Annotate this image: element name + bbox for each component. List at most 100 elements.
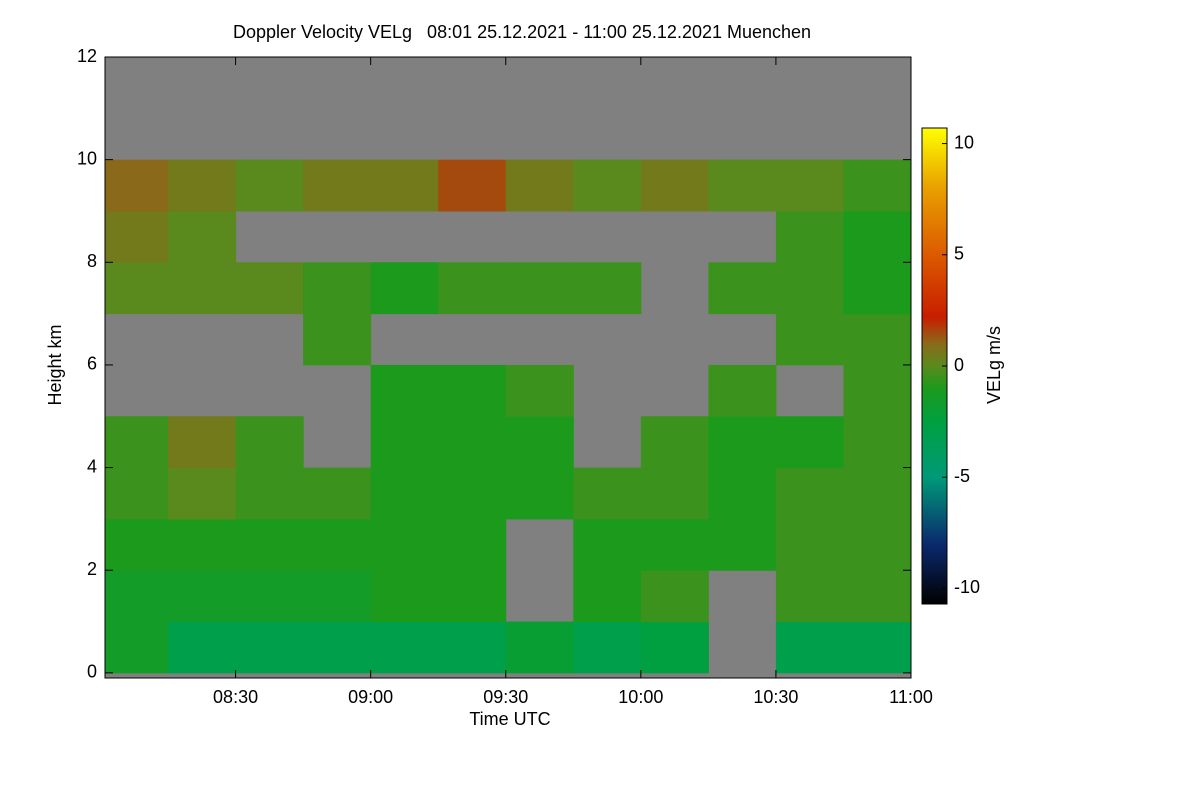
heatmap-cell (573, 518, 642, 571)
heatmap-cell (843, 518, 912, 571)
heatmap-cell (235, 570, 304, 623)
y-tick-label: 4 (87, 456, 97, 476)
heatmap-cell (708, 467, 777, 520)
heatmap-cell (708, 416, 777, 469)
heatmap-cell (640, 416, 709, 469)
heatmap-cell (370, 467, 439, 520)
heatmap-cell (303, 262, 372, 315)
heatmap-cell (303, 313, 372, 366)
heatmap-cell (105, 467, 169, 520)
heatmap-cell (370, 570, 439, 623)
heatmap-cell (105, 518, 169, 571)
colorbar-tick-label: 0 (954, 355, 964, 375)
heatmap-cell (438, 416, 507, 469)
y-tick-label: 8 (87, 251, 97, 271)
heatmap-cell (708, 262, 777, 315)
heatmap-cell (640, 518, 709, 571)
heatmap-cell (708, 518, 777, 571)
heatmap-cell (640, 570, 709, 623)
heatmap-cell (708, 159, 777, 212)
heatmap-cell (573, 467, 642, 520)
heatmap-cell (105, 262, 169, 315)
heatmap-cell (105, 159, 169, 212)
heatmap-cell (775, 210, 844, 263)
heatmap-cell (505, 159, 574, 212)
heatmap-cell (843, 313, 912, 366)
heatmap-cell (105, 210, 169, 263)
heatmap-cell (235, 262, 304, 315)
x-tick-label: 11:00 (889, 687, 933, 707)
x-axis-label: Time UTC (469, 709, 550, 729)
heatmap-cell (843, 364, 912, 417)
heatmap-cell (505, 262, 574, 315)
chart-title: Doppler Velocity VELg 08:01 25.12.2021 -… (233, 22, 811, 42)
heatmap-cell (775, 518, 844, 571)
y-tick-label: 2 (87, 559, 97, 579)
heatmap-cell (303, 467, 372, 520)
y-tick-label: 10 (77, 148, 97, 168)
x-tick-label: 10:00 (618, 687, 663, 707)
heatmap-cell (438, 621, 507, 674)
heatmap-cell (708, 364, 777, 417)
heatmap-cell (505, 621, 574, 674)
heatmap-cell (573, 159, 642, 212)
heatmap-cell (640, 621, 709, 674)
heatmap-cell (505, 364, 574, 417)
heatmap-cell (370, 262, 439, 315)
heatmap-cell (775, 621, 844, 674)
x-tick-label: 09:30 (483, 687, 528, 707)
heatmap-cell (370, 621, 439, 674)
heatmap-cell (235, 467, 304, 520)
heatmap-cell (573, 570, 642, 623)
x-tick-label: 09:00 (348, 687, 393, 707)
heatmap-cell (843, 570, 912, 623)
heatmap-cell (843, 416, 912, 469)
y-axis-label: Height km (45, 324, 65, 405)
heatmap-cell (303, 621, 372, 674)
heatmap-cell (438, 159, 507, 212)
heatmap-cell (438, 570, 507, 623)
heatmap-cell (775, 159, 844, 212)
heatmap-cell (775, 416, 844, 469)
heatmap-cell (235, 621, 304, 674)
heatmap-cell (843, 159, 912, 212)
y-tick-label: 12 (77, 46, 97, 66)
heatmap-cell (775, 570, 844, 623)
heatmap-cell (775, 467, 844, 520)
x-tick-label: 08:30 (213, 687, 258, 707)
heatmap-cell (370, 364, 439, 417)
heatmap-cell (303, 518, 372, 571)
heatmap-cell (303, 570, 372, 623)
heatmap-cell (573, 262, 642, 315)
heatmap-cell (775, 262, 844, 315)
y-tick-label: 6 (87, 354, 97, 374)
heatmap-cell (843, 621, 912, 674)
colorbar-tick-label: -10 (954, 577, 980, 597)
heatmap-cell (168, 570, 237, 623)
colorbar-tick-label: 5 (954, 244, 964, 264)
heatmap-cell (640, 159, 709, 212)
heatmap-cell (843, 262, 912, 315)
heatmap-cell (505, 467, 574, 520)
heatmap-cell (640, 467, 709, 520)
heatmap-cell (168, 467, 237, 520)
heatmap-cell (168, 210, 237, 263)
colorbar-tick-label: -5 (954, 466, 970, 486)
heatmap-cell (438, 467, 507, 520)
heatmap-cell (168, 416, 237, 469)
heatmap-cell (438, 518, 507, 571)
heatmap-cell (105, 570, 169, 623)
heatmap-cell (168, 159, 237, 212)
heatmap-cell (843, 467, 912, 520)
heatmap-cell (505, 416, 574, 469)
heatmap-cell (168, 262, 237, 315)
heatmap-cell (168, 621, 237, 674)
x-tick-label: 10:30 (753, 687, 798, 707)
heatmap-cell (843, 210, 912, 263)
heatmap-cell (370, 416, 439, 469)
heatmap-cell (235, 416, 304, 469)
heatmap-cell (105, 621, 169, 674)
heatmap-cell (235, 159, 304, 212)
